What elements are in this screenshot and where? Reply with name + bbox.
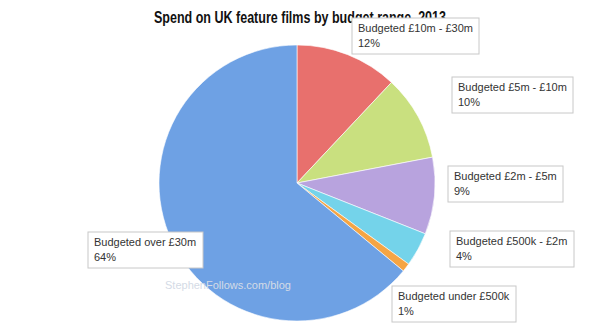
value-label: 64% [94,251,116,263]
label-frame [450,231,574,267]
value-label: 10% [458,96,480,108]
category-label: Budgeted £500k - £2m [456,235,567,247]
category-label: Budgeted £5m - £10m [458,81,567,93]
label-box: Budgeted under £500k 1% [392,286,516,322]
label-box: Budgeted over £30m 64% [88,232,203,268]
value-label: 12% [358,37,380,49]
label-frame [352,18,479,54]
label-frame [448,166,563,202]
pie-slice [159,45,403,321]
value-label: 4% [456,250,472,262]
label-frame [452,77,573,113]
value-label: 9% [454,185,470,197]
label-frame [88,232,203,268]
data-labels: Budgeted £10m - £30m 12% Budgeted £5m - £1… [88,18,574,322]
chart: Spend on UK feature films by budget rang… [0,0,600,332]
label-box: Budgeted £10m - £30m 12% [352,18,479,54]
slices [159,45,435,321]
category-label: Budgeted £10m - £30m [358,22,473,34]
category-label: Budgeted over £30m [94,236,196,248]
label-box: Budgeted £500k - £2m 4% [450,231,574,267]
label-box: Budgeted £5m - £10m 10% [452,77,573,113]
label-frame [392,286,516,322]
category-label: Budgeted under £500k [398,290,510,302]
chart-container: Spend on UK feature films by budget rang… [0,0,600,332]
category-label: Budgeted £2m - £5m [454,170,557,182]
value-label: 1% [398,305,414,317]
label-box: Budgeted £2m - £5m 9% [448,166,563,202]
watermark: StephenFollows.com/blog [165,279,291,291]
